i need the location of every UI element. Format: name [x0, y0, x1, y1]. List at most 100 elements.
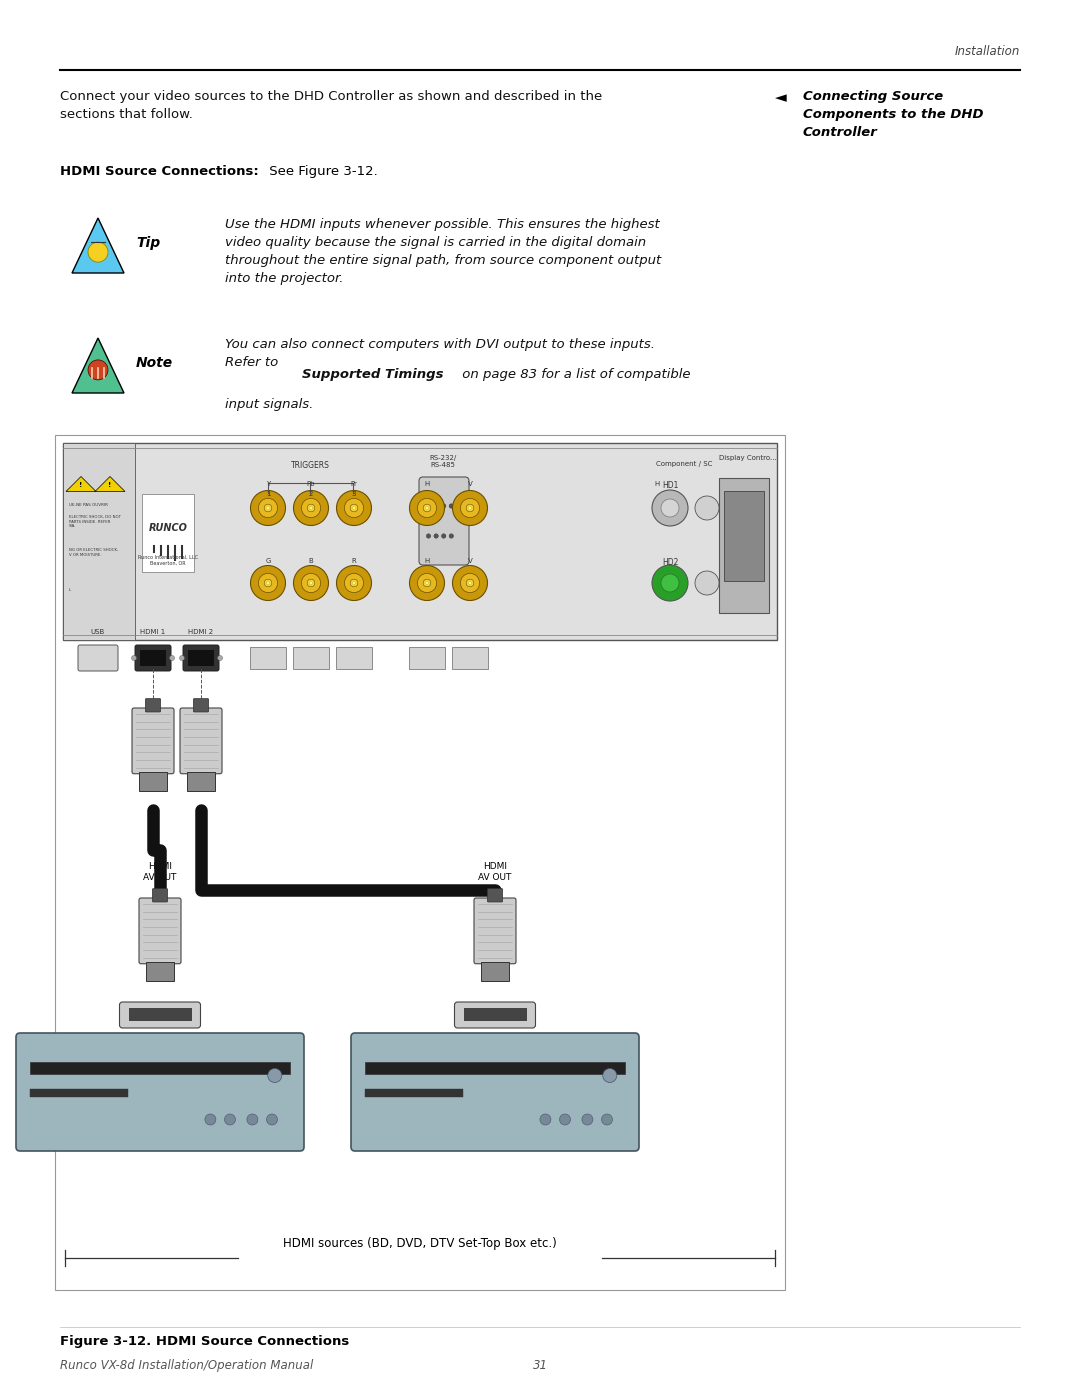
Circle shape: [337, 490, 372, 525]
Circle shape: [417, 499, 436, 518]
Circle shape: [253, 493, 283, 524]
Circle shape: [217, 655, 222, 661]
FancyBboxPatch shape: [474, 898, 516, 964]
Circle shape: [426, 581, 429, 584]
Text: H: H: [424, 481, 430, 488]
Text: R: R: [352, 557, 356, 564]
Circle shape: [442, 534, 446, 538]
Text: RUNCO: RUNCO: [149, 522, 188, 534]
Circle shape: [350, 580, 357, 587]
FancyBboxPatch shape: [419, 476, 469, 564]
Circle shape: [409, 566, 445, 601]
Circle shape: [423, 580, 431, 587]
FancyBboxPatch shape: [188, 650, 214, 666]
Circle shape: [301, 499, 321, 518]
Circle shape: [434, 534, 438, 538]
Text: Component / SC: Component / SC: [656, 461, 712, 467]
Text: Connect your video sources to the DHD Controller as shown and described in the
s: Connect your video sources to the DHD Co…: [60, 89, 603, 122]
Circle shape: [696, 496, 719, 520]
Text: Runco International, LLC
Beaverton, OR: Runco International, LLC Beaverton, OR: [138, 555, 198, 566]
Circle shape: [132, 655, 136, 661]
Circle shape: [87, 242, 108, 263]
Circle shape: [460, 573, 480, 592]
FancyBboxPatch shape: [453, 647, 488, 669]
Circle shape: [337, 566, 372, 601]
FancyBboxPatch shape: [409, 647, 445, 669]
Circle shape: [179, 655, 185, 661]
Text: H: H: [424, 557, 430, 564]
Circle shape: [251, 566, 285, 601]
Circle shape: [449, 534, 454, 538]
Circle shape: [696, 571, 719, 595]
Text: Supported Timings: Supported Timings: [302, 367, 444, 381]
Text: HD1: HD1: [662, 481, 678, 490]
Circle shape: [423, 504, 431, 511]
Circle shape: [258, 573, 278, 592]
Text: HDMI 1: HDMI 1: [140, 629, 165, 636]
Text: Display Contro...: Display Contro...: [719, 455, 777, 461]
Circle shape: [251, 490, 285, 525]
FancyBboxPatch shape: [152, 888, 167, 902]
Circle shape: [87, 360, 108, 380]
Text: 31: 31: [532, 1359, 548, 1372]
Text: Runco VX-8d Installation/Operation Manual: Runco VX-8d Installation/Operation Manua…: [60, 1359, 313, 1372]
FancyBboxPatch shape: [351, 1032, 639, 1151]
Text: RS-232/
RS-485: RS-232/ RS-485: [430, 455, 457, 468]
Circle shape: [442, 504, 446, 509]
FancyBboxPatch shape: [30, 1090, 129, 1097]
Text: ◄: ◄: [775, 89, 792, 105]
Circle shape: [352, 507, 355, 510]
FancyBboxPatch shape: [455, 1002, 536, 1028]
Circle shape: [661, 499, 679, 517]
Text: Note: Note: [136, 356, 173, 370]
Text: H: H: [654, 481, 660, 488]
Text: HDMI Source Connections:: HDMI Source Connections:: [60, 165, 259, 177]
Circle shape: [338, 493, 369, 524]
Circle shape: [417, 573, 436, 592]
Text: Pb: Pb: [307, 481, 315, 488]
FancyBboxPatch shape: [120, 1002, 201, 1028]
Text: Y: Y: [266, 481, 270, 488]
FancyBboxPatch shape: [135, 645, 171, 671]
Circle shape: [205, 1113, 216, 1125]
FancyBboxPatch shape: [719, 478, 769, 613]
FancyBboxPatch shape: [63, 443, 135, 640]
Polygon shape: [66, 476, 96, 492]
Circle shape: [661, 574, 679, 592]
Text: !: !: [108, 482, 111, 488]
FancyBboxPatch shape: [336, 647, 372, 669]
Circle shape: [652, 490, 688, 527]
Text: Pr: Pr: [351, 481, 357, 488]
Polygon shape: [95, 476, 125, 492]
Text: V: V: [468, 557, 472, 564]
Text: HDMI 2: HDMI 2: [188, 629, 214, 636]
Circle shape: [460, 499, 480, 518]
FancyBboxPatch shape: [16, 1032, 303, 1151]
Circle shape: [427, 504, 431, 509]
Text: NG OR ELECTRIC SHOCK,
V OR MOISTURE.: NG OR ELECTRIC SHOCK, V OR MOISTURE.: [69, 548, 118, 556]
Text: V: V: [468, 481, 472, 488]
Circle shape: [307, 504, 315, 511]
FancyBboxPatch shape: [129, 1009, 191, 1021]
FancyBboxPatch shape: [63, 443, 777, 640]
Text: L: L: [69, 588, 71, 592]
Text: 1: 1: [266, 490, 270, 497]
FancyBboxPatch shape: [724, 490, 764, 581]
Circle shape: [345, 573, 364, 592]
FancyBboxPatch shape: [183, 645, 219, 671]
Circle shape: [262, 502, 274, 514]
Text: HD2: HD2: [662, 557, 678, 567]
Circle shape: [267, 507, 269, 510]
Circle shape: [247, 1113, 258, 1125]
Circle shape: [268, 1069, 282, 1083]
Circle shape: [310, 581, 312, 584]
FancyBboxPatch shape: [249, 647, 286, 669]
Text: 3: 3: [352, 490, 356, 497]
Text: You can also connect computers with DVI output to these inputs.
Refer to: You can also connect computers with DVI …: [225, 338, 654, 369]
Polygon shape: [72, 218, 124, 272]
Text: !: !: [79, 482, 83, 488]
Circle shape: [603, 1069, 617, 1083]
Circle shape: [469, 581, 471, 584]
Text: Figure 3-12. HDMI Source Connections: Figure 3-12. HDMI Source Connections: [60, 1336, 349, 1348]
Circle shape: [345, 499, 364, 518]
